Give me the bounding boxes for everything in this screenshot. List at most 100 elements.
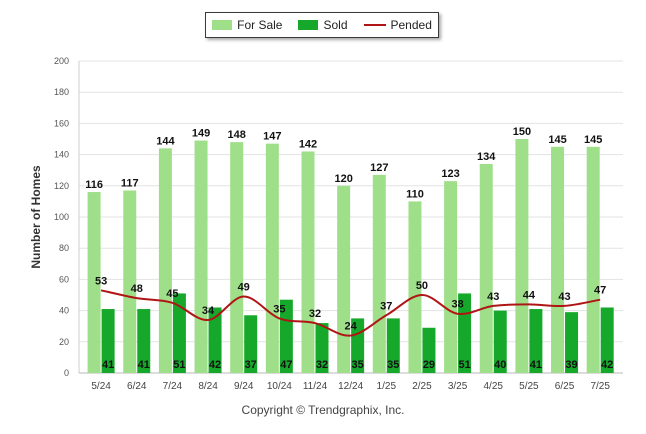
bar-sold [279,299,293,373]
bar-sold [386,318,400,373]
label-for-sale: 147 [263,131,281,143]
label-sold: 37 [245,359,257,371]
bar-sold [137,309,151,373]
pended-line [100,289,601,337]
label-pended: 47 [594,285,606,297]
legend-item-pended: Pended [363,18,432,32]
label-pended: 50 [416,280,428,292]
y-tick-label: 160 [54,118,69,128]
bar-for-sale [301,151,315,373]
bar-for-sale [194,140,208,373]
x-tick-label: 7/24 [163,381,183,392]
bar-for-sale [515,139,529,373]
label-for-sale: 145 [548,134,566,146]
label-pended: 53 [95,275,107,287]
y-tick-label: 20 [59,337,69,347]
label-sold: 35 [387,359,399,371]
label-for-sale: 123 [441,168,459,180]
x-tick-label: 4/25 [484,381,504,392]
label-sold: 41 [530,359,542,371]
copyright-text: Copyright © Trendgraphix, Inc. [241,403,405,417]
bar-for-sale [158,148,172,373]
x-tick-label: 7/25 [590,381,610,392]
label-pended: 32 [309,308,321,320]
x-tick-label: 9/24 [234,381,254,392]
legend-label-pended: Pended [390,18,432,32]
bar-sold [493,310,507,373]
bar-sold [208,307,222,373]
legend-swatch-for-sale [212,20,233,30]
bar-for-sale [586,146,600,373]
bar-sold [600,307,614,373]
bar-sold [565,312,579,373]
y-tick-label: 0 [64,368,69,378]
bar-for-sale [337,185,351,373]
chart-legend: For Sale Sold Pended [205,12,439,38]
label-pended: 35 [273,303,285,315]
bar-for-sale [265,143,279,373]
label-pended: 49 [238,282,250,294]
bar-for-sale [551,146,565,373]
x-tick-label: 1/25 [377,381,397,392]
label-for-sale: 150 [513,126,531,138]
label-pended: 34 [202,305,215,317]
x-tick-label: 11/24 [303,381,328,392]
label-sold: 42 [209,359,221,371]
y-tick-label: 120 [54,181,69,191]
label-for-sale: 116 [85,179,103,191]
label-sold: 42 [601,359,613,371]
label-pended: 45 [166,288,178,300]
legend-swatch-pended [363,24,386,26]
bar-for-sale [87,192,101,373]
label-pended: 43 [558,291,570,303]
y-axis-title: Number of Homes [29,165,43,269]
label-for-sale: 134 [477,151,496,163]
label-for-sale: 117 [121,177,139,189]
label-for-sale: 144 [156,135,175,147]
label-pended: 43 [487,291,499,303]
x-tick-label: 5/24 [91,381,111,392]
label-for-sale: 149 [192,128,210,140]
label-sold: 41 [102,359,114,371]
bar-sold [422,327,436,373]
x-tick-label: 5/25 [519,381,539,392]
label-sold: 39 [565,359,577,371]
bar-sold [172,293,186,373]
x-tick-label: 3/25 [448,381,468,392]
y-tick-label: 180 [54,87,69,97]
bar-sold [315,323,329,373]
label-for-sale: 120 [334,173,352,185]
x-tick-label: 8/24 [198,381,218,392]
legend-label-sold: Sold [323,18,348,32]
legend-swatch-sold [298,20,319,30]
label-sold: 35 [352,359,364,371]
label-pended: 44 [523,289,536,301]
label-for-sale: 145 [584,134,602,146]
bar-for-sale [479,163,493,373]
bar-for-sale [230,142,244,373]
bar-sold [529,309,543,373]
label-sold: 51 [173,359,185,371]
label-for-sale: 148 [228,129,246,141]
legend-item-sold: Sold [298,18,348,32]
label-for-sale: 110 [406,188,424,200]
y-tick-label: 80 [59,243,69,253]
bar-sold [101,309,115,373]
y-tick-label: 100 [54,212,69,222]
legend-label-for-sale: For Sale [237,18,283,32]
x-tick-label: 2/25 [412,381,432,392]
y-tick-label: 40 [59,306,69,316]
y-tick-label: 200 [54,56,69,66]
y-tick-label: 140 [54,150,69,160]
label-sold: 51 [458,359,470,371]
legend-item-for-sale: For Sale [212,18,282,32]
label-sold: 29 [423,359,435,371]
label-sold: 41 [138,359,150,371]
bar-for-sale [372,174,386,373]
label-pended: 37 [380,300,392,312]
label-for-sale: 127 [370,162,388,174]
label-for-sale: 142 [299,138,317,150]
bar-for-sale [408,201,422,373]
label-sold: 32 [316,359,328,371]
